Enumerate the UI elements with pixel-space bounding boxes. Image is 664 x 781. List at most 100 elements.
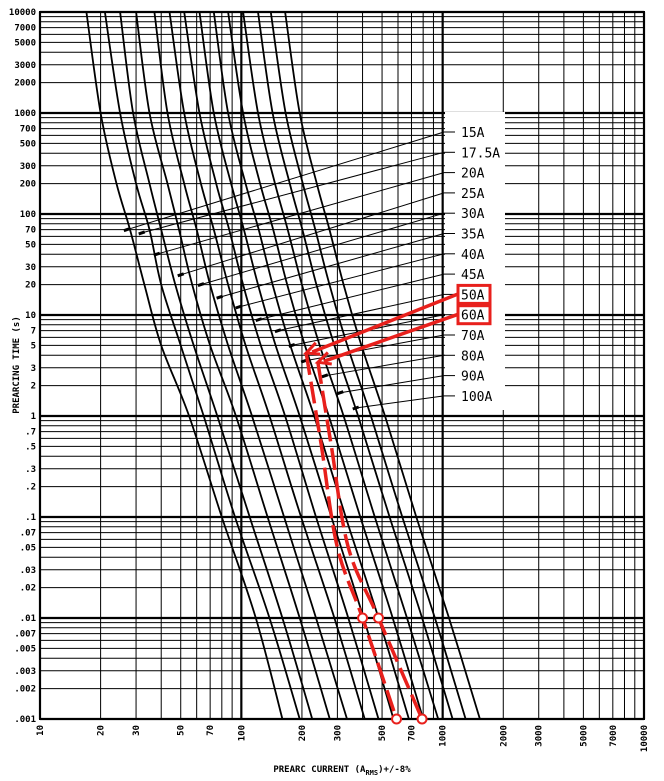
y-tick-label: .001 <box>14 715 36 725</box>
y-tick-label: .07 <box>20 529 36 539</box>
legend-label-45A: 45A <box>461 268 485 283</box>
curve-20A <box>119 11 314 720</box>
curve-70A <box>242 11 440 720</box>
leader-line-70A <box>304 334 445 362</box>
leader-line-17-5A <box>141 151 445 234</box>
leader-tick-35A <box>216 294 224 300</box>
highlight-arrowhead-50A <box>302 341 321 356</box>
curve-40A <box>183 11 380 720</box>
y-tick-label: 2000 <box>14 79 36 89</box>
y-tick-label: 70 <box>25 226 36 236</box>
leader-tick-20A <box>153 251 161 257</box>
highlight-arrow-50A <box>311 292 458 354</box>
leader-tick-50A <box>274 328 282 334</box>
leader-tick-100A <box>352 405 360 411</box>
legend-label-50A: 50A <box>461 288 485 303</box>
x-axis-title-suffix: )+/-8% <box>378 765 411 775</box>
y-tick-label: .5 <box>25 442 36 452</box>
y-tick-label: .007 <box>14 630 36 640</box>
y-tick-label: 30 <box>25 263 36 273</box>
legend: 15A 17.5A 20A 25A 30A 35A 40A 45A 50A 60A 70A 80A 90… <box>123 112 505 411</box>
curve-45A <box>198 11 395 720</box>
x-tick-label: 50 <box>177 725 187 736</box>
y-tick-label: 500 <box>20 139 36 149</box>
leader-line-40A <box>238 253 445 308</box>
legend-background <box>445 112 505 410</box>
y-tick-label: .1 <box>25 513 36 523</box>
y-tick-label: 100 <box>20 210 36 220</box>
x-axis-title-sub: RMS <box>365 769 378 777</box>
leader-tick-60A <box>288 342 296 348</box>
leader-line-100A <box>355 395 445 409</box>
x-tick-label: 10 <box>36 725 46 736</box>
y-tick-label: 5 <box>31 341 36 351</box>
leader-line-90A <box>340 375 445 394</box>
curve-50A <box>212 11 410 720</box>
leader-tick-17-5A <box>138 230 146 236</box>
x-tick-label: 700 <box>407 725 417 741</box>
y-tick-label: .3 <box>25 465 36 475</box>
y-tick-label: .2 <box>25 483 36 493</box>
legend-label-17-5A: 17.5A <box>461 146 500 161</box>
legend-label-15A: 15A <box>461 126 485 141</box>
leader-tick-80A <box>321 373 329 379</box>
y-tick-label: 5000 <box>14 38 36 48</box>
x-axis-title-main: PREARC CURRENT (A <box>273 765 366 775</box>
y-tick-label: 20 <box>25 281 36 291</box>
legend-label-90A: 90A <box>461 370 485 385</box>
grid <box>38 10 646 721</box>
legend-label-35A: 35A <box>461 228 485 243</box>
x-axis-title: PREARC CURRENT (ARMS)+/-8% <box>273 765 411 777</box>
y-tick-label: 200 <box>20 180 36 190</box>
leader-line-30A <box>200 212 445 286</box>
legend-label-70A: 70A <box>461 329 485 344</box>
x-tick-label: 300 <box>333 725 343 741</box>
legend-label-80A: 80A <box>461 349 485 364</box>
y-tick-label: .003 <box>14 667 36 677</box>
y-tick-label: 1 <box>31 412 36 422</box>
y-tick-label: 2 <box>31 382 36 392</box>
legend-label-60A: 60A <box>461 309 485 324</box>
y-axis-title: PREARCING TIME (s) <box>12 316 22 414</box>
highlight-arrow-60A <box>323 313 458 363</box>
curve-100A <box>284 11 481 720</box>
highlight-box-60A <box>456 304 492 326</box>
plot-frame <box>39 11 645 720</box>
leader-tick-45A <box>255 317 263 323</box>
curve-25A <box>135 11 331 720</box>
curve-15A <box>85 11 284 720</box>
y-tick-label: .01 <box>20 614 36 624</box>
leader-line-25A <box>180 192 445 276</box>
x-tick-label: 20 <box>97 725 107 736</box>
y-tick-label: 7000 <box>14 24 36 34</box>
leader-tick-40A <box>235 304 243 310</box>
y-tick-label: 7 <box>31 327 36 337</box>
y-tick-label: 1000 <box>14 109 36 119</box>
x-tick-label: 30 <box>132 725 142 736</box>
leader-line-20A <box>156 172 445 255</box>
legend-label-25A: 25A <box>461 187 485 202</box>
y-tick-label: .02 <box>20 584 36 594</box>
x-tick-label: 70 <box>206 725 216 736</box>
curve-30A <box>153 11 348 720</box>
legend-label-40A: 40A <box>461 248 485 263</box>
x-tick-label: 7000 <box>609 725 619 747</box>
y-tick-label: .002 <box>14 685 36 695</box>
leader-tick-15A <box>123 227 131 233</box>
curve-35A <box>168 11 366 720</box>
x-tick-label: 10000 <box>640 725 650 752</box>
y-tick-label: .03 <box>20 566 36 576</box>
leader-line-35A <box>219 233 445 298</box>
legend-label-20A: 20A <box>461 167 485 182</box>
y-tick-label: 50 <box>25 240 36 250</box>
x-tick-label: 2000 <box>499 725 509 747</box>
x-tick-label: 3000 <box>535 725 545 747</box>
y-tick-label: 700 <box>20 125 36 135</box>
y-tick-label: 3000 <box>14 61 36 71</box>
highlight-marker <box>391 713 403 725</box>
leader-tick-90A <box>336 390 344 396</box>
highlight-box-50A <box>456 283 492 305</box>
highlight-marker <box>357 612 369 624</box>
leader-line-80A <box>324 354 445 377</box>
